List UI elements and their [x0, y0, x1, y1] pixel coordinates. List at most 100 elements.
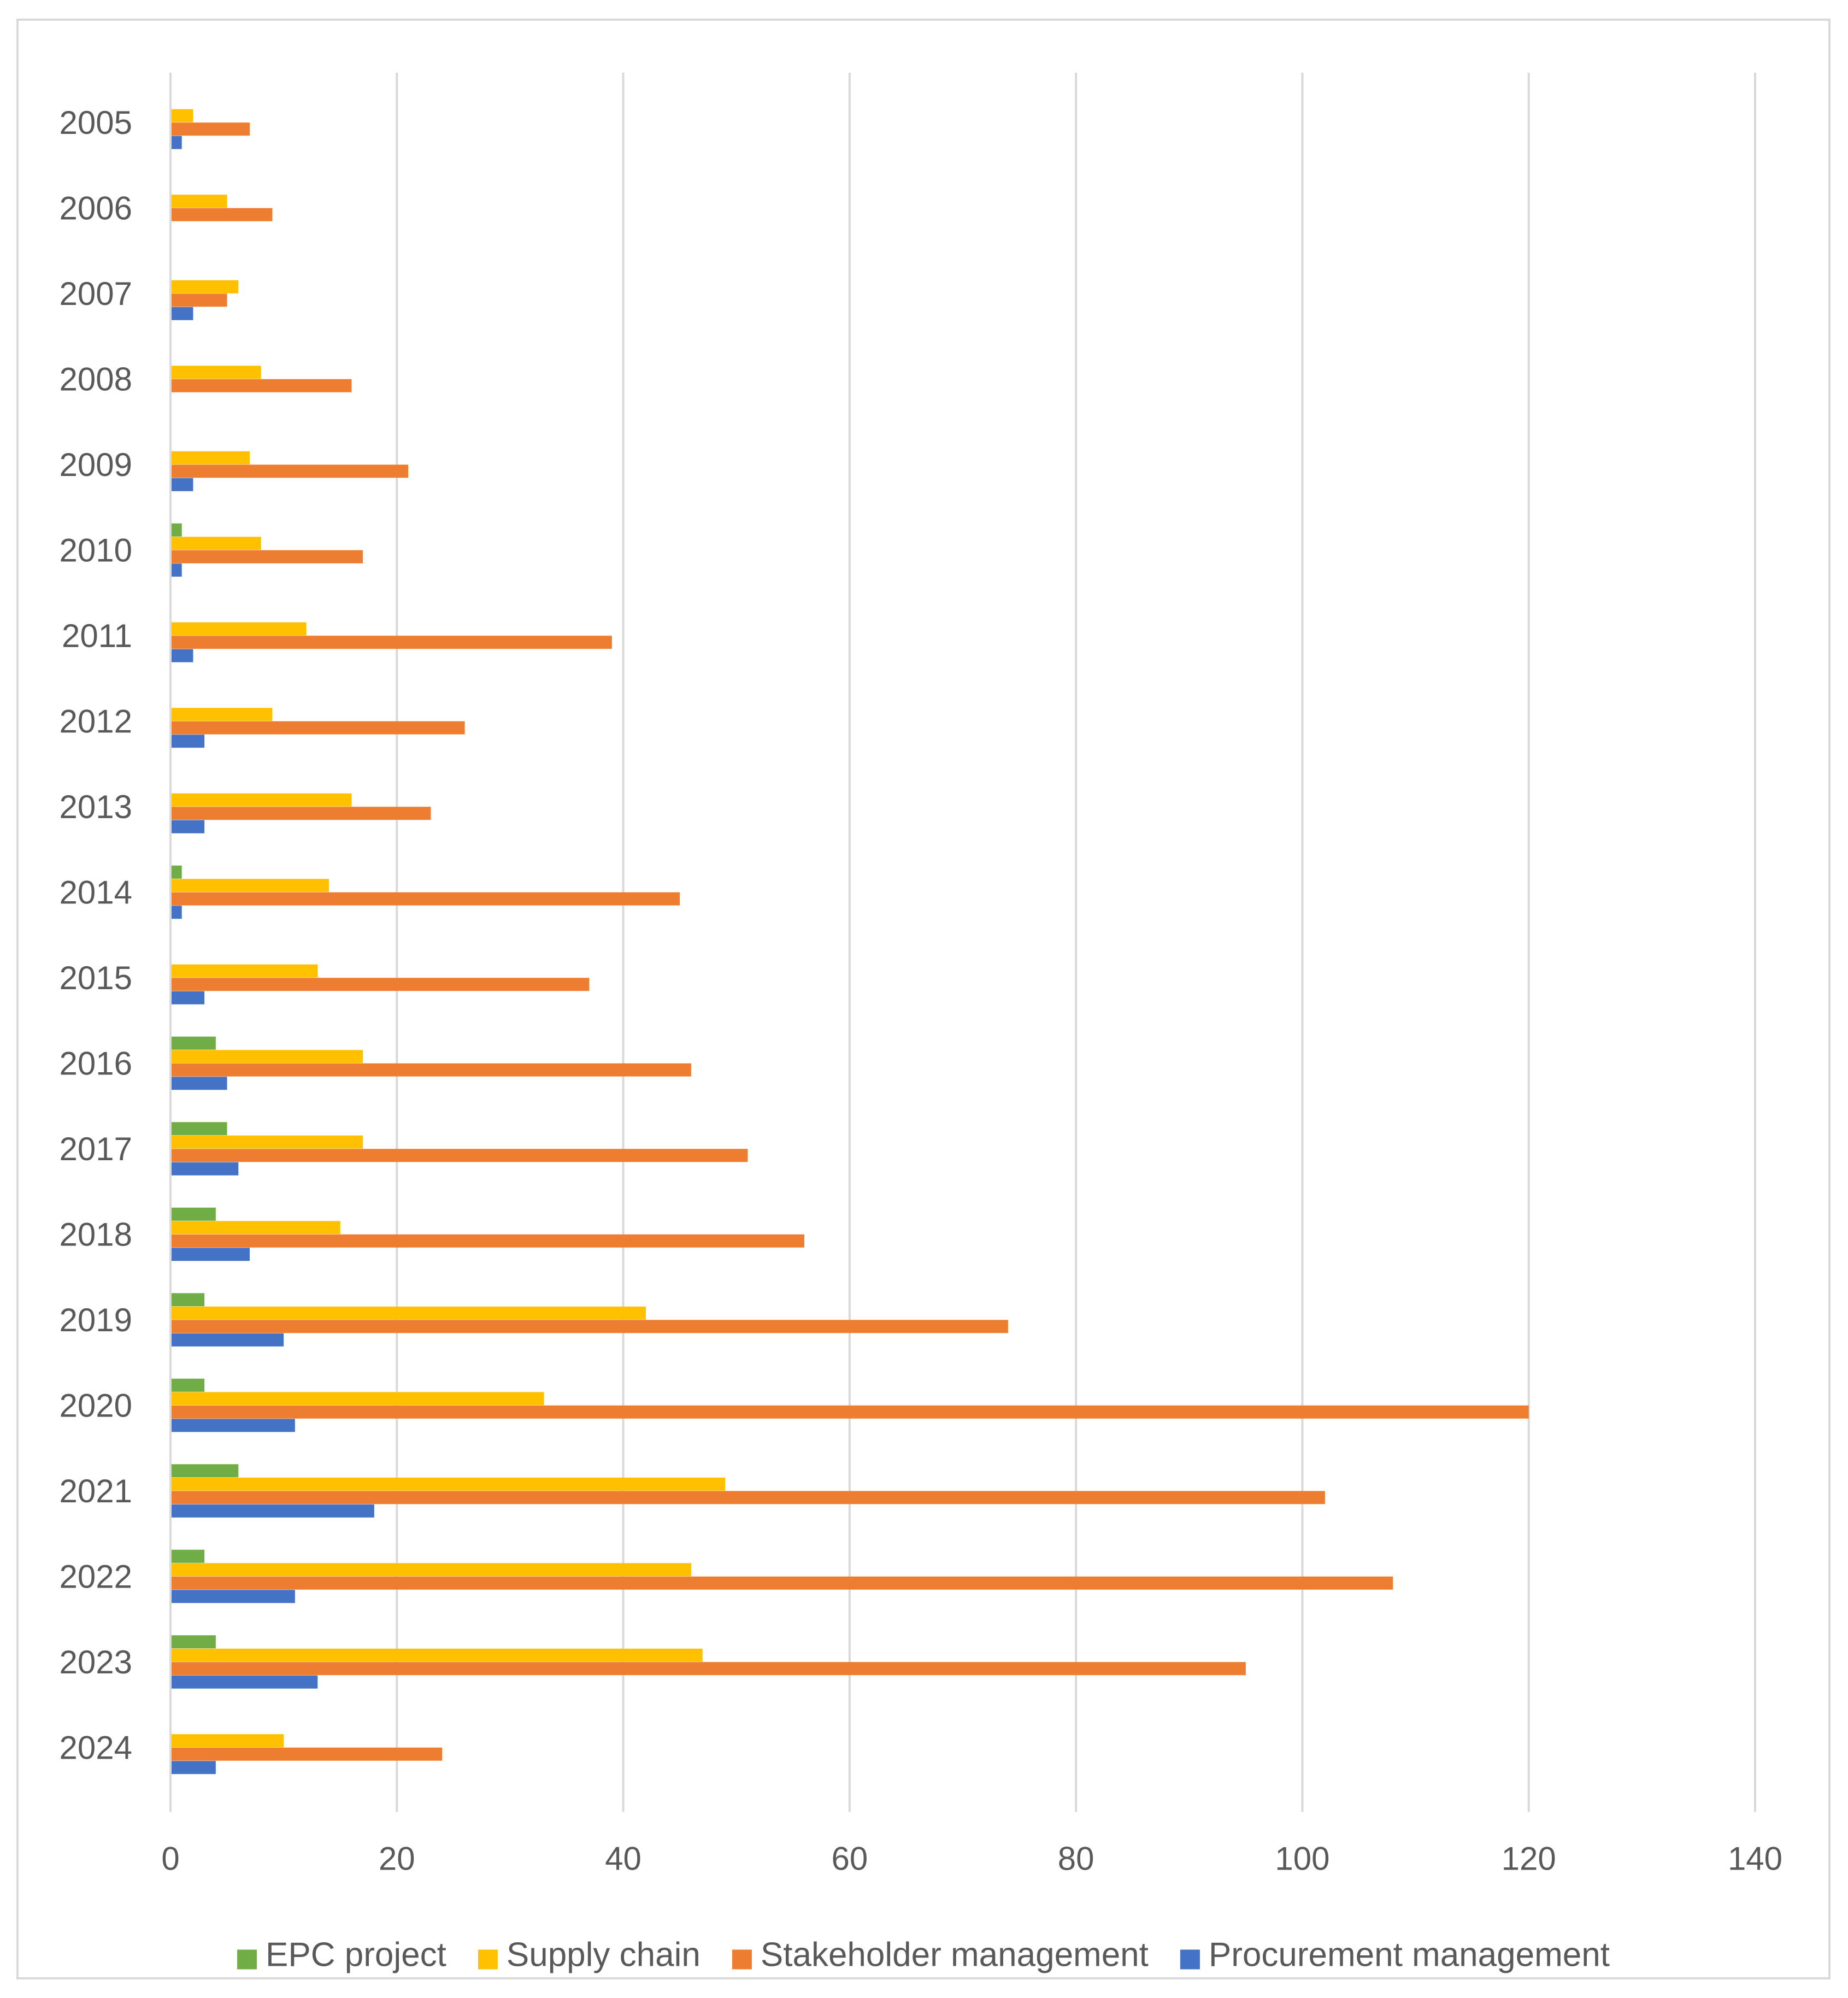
bar-supply-chain-2010 — [170, 537, 261, 550]
bar-supply-chain-2012 — [170, 708, 273, 721]
y-tick-label: 2020 — [60, 1388, 132, 1424]
bar-epc-project-2016 — [170, 1036, 216, 1050]
bar-procurement-management-2012 — [170, 734, 205, 748]
y-tick-label: 2022 — [60, 1559, 132, 1595]
x-tick-label: 80 — [1058, 1841, 1094, 1877]
bar-supply-chain-2015 — [170, 964, 318, 978]
x-tick-label: 20 — [379, 1841, 415, 1877]
chart-frame: 0 20 40 60 80 100 120 140 2005 2006 2007 2008 2009 20… — [16, 19, 1831, 1979]
bar-epc-project-2023 — [170, 1635, 216, 1649]
bar-stakeholder-management-2022 — [170, 1576, 1393, 1590]
bar-supply-chain-2023 — [170, 1648, 703, 1662]
x-tick-label: 100 — [1275, 1841, 1329, 1877]
bar-stakeholder-management-2009 — [170, 465, 408, 478]
bar-stakeholder-management-2014 — [170, 892, 680, 906]
bar-stakeholder-management-2015 — [170, 978, 590, 991]
bar-supply-chain-2014 — [170, 879, 329, 892]
bar-supply-chain-2005 — [170, 109, 193, 122]
bar-procurement-management-2007 — [170, 307, 193, 320]
bar-epc-project-2021 — [170, 1464, 239, 1478]
bar-procurement-management-2016 — [170, 1077, 227, 1090]
legend-item-epc-project: EPC project — [237, 1936, 446, 1974]
bars — [170, 109, 1529, 1774]
y-tick-label: 2024 — [60, 1730, 132, 1766]
bar-procurement-management-2017 — [170, 1162, 239, 1176]
bar-supply-chain-2018 — [170, 1221, 340, 1235]
bar-supply-chain-2024 — [170, 1734, 284, 1748]
bar-supply-chain-2022 — [170, 1563, 691, 1577]
bar-supply-chain-2009 — [170, 451, 250, 465]
bar-stakeholder-management-2006 — [170, 208, 273, 221]
bar-epc-project-2022 — [170, 1549, 205, 1563]
y-tick-label: 2009 — [60, 446, 132, 483]
bar-supply-chain-2008 — [170, 366, 261, 379]
x-tick-label: 60 — [831, 1841, 868, 1877]
y-tick-label: 2006 — [60, 190, 132, 227]
bar-procurement-management-2005 — [170, 136, 182, 149]
y-tick-label: 2017 — [60, 1131, 132, 1167]
bar-procurement-management-2018 — [170, 1248, 250, 1261]
bar-procurement-management-2021 — [170, 1504, 374, 1518]
bar-epc-project-2020 — [170, 1378, 205, 1392]
bar-procurement-management-2020 — [170, 1419, 295, 1432]
legend-item-stakeholder-management: Stakeholder management — [732, 1936, 1149, 1974]
bar-epc-project-2019 — [170, 1293, 205, 1307]
bar-stakeholder-management-2019 — [170, 1320, 1008, 1333]
bar-stakeholder-management-2008 — [170, 379, 352, 392]
bar-stakeholder-management-2020 — [170, 1405, 1529, 1419]
bar-supply-chain-2016 — [170, 1050, 363, 1063]
y-tick-label: 2011 — [62, 618, 132, 654]
bar-supply-chain-2011 — [170, 622, 307, 636]
bar-procurement-management-2023 — [170, 1675, 318, 1689]
x-tick-label: 140 — [1728, 1841, 1782, 1877]
bar-supply-chain-2020 — [170, 1392, 544, 1406]
legend-swatch — [478, 1949, 498, 1970]
bar-stakeholder-management-2018 — [170, 1234, 804, 1248]
gridlines — [169, 73, 1756, 1812]
bar-procurement-management-2010 — [170, 563, 182, 577]
bar-procurement-management-2022 — [170, 1590, 295, 1603]
axes: 0 20 40 60 80 100 120 140 2005 2006 2007 2008 2009 20… — [60, 73, 1782, 1877]
bar-procurement-management-2009 — [170, 478, 193, 491]
bar-procurement-management-2014 — [170, 906, 182, 919]
bar-stakeholder-management-2007 — [170, 293, 227, 307]
bar-procurement-management-2019 — [170, 1333, 284, 1347]
bar-supply-chain-2006 — [170, 195, 227, 208]
legend-swatch — [1180, 1949, 1200, 1970]
legend-item-supply-chain: Supply chain — [478, 1936, 701, 1974]
bar-stakeholder-management-2016 — [170, 1063, 691, 1077]
legend-label: EPC project — [266, 1936, 446, 1974]
x-tick-label: 0 — [161, 1841, 179, 1877]
bar-stakeholder-management-2013 — [170, 807, 431, 820]
bar-supply-chain-2019 — [170, 1306, 646, 1320]
bar-epc-project-2010 — [170, 523, 182, 537]
bar-procurement-management-2013 — [170, 820, 205, 833]
y-tick-label: 2021 — [60, 1473, 132, 1509]
bar-procurement-management-2011 — [170, 649, 193, 662]
bar-stakeholder-management-2005 — [170, 122, 250, 136]
y-tick-label: 2008 — [60, 361, 132, 398]
bar-supply-chain-2013 — [170, 793, 352, 807]
bar-procurement-management-2024 — [170, 1761, 216, 1774]
bar-stakeholder-management-2023 — [170, 1662, 1246, 1676]
y-tick-label: 2019 — [60, 1302, 132, 1338]
bar-stakeholder-management-2011 — [170, 636, 612, 649]
legend-label: Procurement management — [1209, 1936, 1610, 1974]
y-tick-label: 2005 — [60, 104, 132, 141]
bar-supply-chain-2021 — [170, 1477, 725, 1491]
legend-label: Supply chain — [507, 1936, 701, 1974]
y-tick-label: 2007 — [60, 275, 132, 312]
legend-label: Stakeholder management — [761, 1936, 1149, 1974]
bar-stakeholder-management-2017 — [170, 1149, 748, 1162]
y-tick-label: 2012 — [60, 703, 132, 740]
y-tick-label: 2015 — [60, 960, 132, 996]
y-tick-label: 2014 — [60, 874, 132, 911]
legend-item-procurement-management: Procurement management — [1180, 1936, 1610, 1974]
legend: EPC project Supply chain Stakeholder manag… — [237, 1936, 1610, 1974]
x-tick-label: 40 — [605, 1841, 641, 1877]
bar-stakeholder-management-2012 — [170, 721, 465, 734]
y-tick-label: 2010 — [60, 532, 132, 569]
y-tick-label: 2013 — [60, 789, 132, 825]
bar-supply-chain-2007 — [170, 280, 239, 293]
bar-chart: 0 20 40 60 80 100 120 140 2005 2006 2007 2008 2009 20… — [60, 73, 1782, 1974]
